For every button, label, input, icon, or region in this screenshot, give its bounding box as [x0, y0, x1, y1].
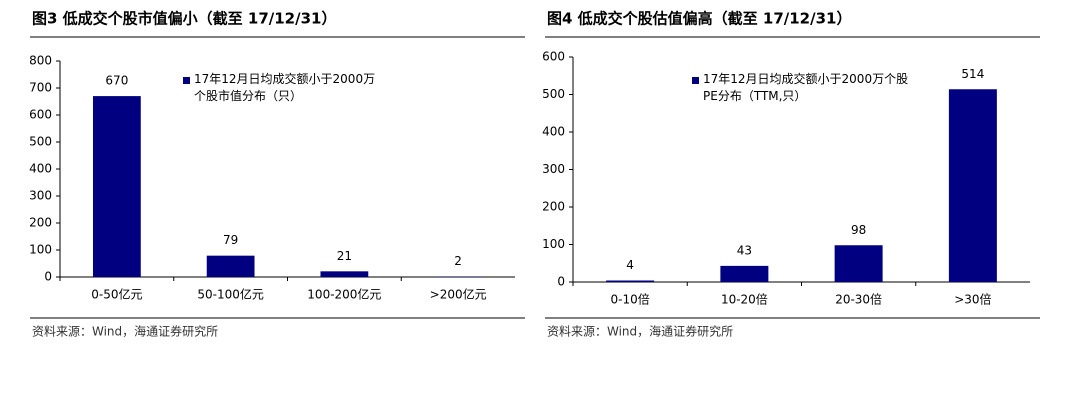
source: 资料来源：Wind，海通证券研究所	[547, 324, 733, 339]
bar	[206, 255, 255, 277]
bar	[834, 245, 883, 282]
y-tick-label: 700	[29, 81, 52, 95]
legend-swatch	[183, 77, 190, 84]
data-label: 670	[105, 74, 128, 88]
legend-label: 17年12月日均成交额小于2000万个股PE分布（TTM,只）	[703, 72, 909, 103]
y-tick-label: 600	[542, 50, 565, 64]
data-label: 514	[961, 67, 984, 81]
bar	[434, 276, 483, 277]
data-label: 4	[626, 258, 634, 272]
x-tick-label: 10-20倍	[721, 292, 768, 307]
y-tick-label: 100	[542, 237, 565, 251]
chart-title: 图4 低成交个股估值偏高（截至 17/12/31）	[547, 10, 851, 28]
legend-label: 17年12月日均成交额小于2000万个股市值分布（只）	[194, 72, 376, 103]
x-tick-label: >30倍	[954, 292, 991, 307]
data-label: 21	[337, 249, 352, 263]
x-tick-label: 50-100亿元	[197, 287, 264, 302]
data-label: 79	[223, 233, 238, 247]
chart-title: 图3 低成交个股市值偏小（截至 17/12/31）	[32, 10, 336, 28]
y-tick-label: 0	[44, 270, 52, 284]
data-label: 43	[737, 243, 752, 257]
y-tick-label: 500	[542, 87, 565, 101]
legend-swatch	[692, 77, 699, 84]
x-tick-label: >200亿元	[430, 287, 487, 302]
x-tick-label: 0-50亿元	[91, 287, 142, 302]
y-tick-label: 100	[29, 243, 52, 257]
bar	[948, 89, 997, 282]
y-tick-label: 300	[29, 189, 52, 203]
bar	[720, 265, 769, 282]
source: 资料来源：Wind，海通证券研究所	[32, 324, 218, 339]
y-tick-label: 600	[29, 108, 52, 122]
y-tick-label: 400	[542, 125, 565, 139]
y-tick-label: 200	[542, 200, 565, 214]
data-label: 98	[851, 223, 866, 237]
data-label: 2	[454, 254, 462, 268]
bar	[606, 280, 655, 282]
bar	[320, 271, 369, 277]
y-tick-label: 500	[29, 135, 52, 149]
x-tick-label: 0-10倍	[611, 292, 650, 307]
y-tick-label: 0	[557, 275, 565, 289]
bar	[92, 96, 141, 277]
legend-text-box: 17年12月日均成交额小于2000万个股PE分布（TTM,只）	[703, 72, 909, 103]
y-tick-label: 200	[29, 216, 52, 230]
y-tick-label: 400	[29, 162, 52, 176]
y-tick-label: 300	[542, 162, 565, 176]
y-tick-label: 800	[29, 54, 52, 68]
x-tick-label: 20-30倍	[835, 292, 882, 307]
legend-text-box: 17年12月日均成交额小于2000万个股市值分布（只）	[194, 72, 376, 103]
x-tick-label: 100-200亿元	[307, 287, 381, 302]
